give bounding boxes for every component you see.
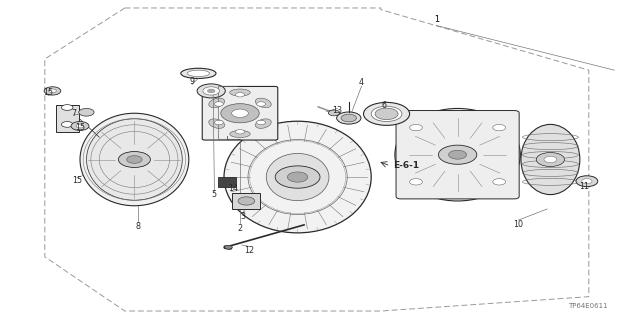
- Ellipse shape: [209, 98, 225, 108]
- Circle shape: [61, 105, 73, 110]
- Circle shape: [410, 179, 422, 185]
- Circle shape: [203, 87, 220, 95]
- FancyBboxPatch shape: [202, 86, 278, 140]
- Circle shape: [71, 122, 89, 130]
- Text: TP64E0611: TP64E0611: [568, 303, 608, 309]
- Text: 5: 5: [212, 190, 217, 199]
- Circle shape: [438, 145, 477, 164]
- Circle shape: [221, 104, 259, 123]
- Circle shape: [214, 102, 223, 106]
- Text: 15: 15: [75, 123, 85, 132]
- Ellipse shape: [188, 70, 210, 77]
- Ellipse shape: [255, 119, 271, 128]
- Circle shape: [449, 150, 467, 159]
- Ellipse shape: [364, 102, 410, 125]
- Text: 11: 11: [579, 182, 589, 191]
- Circle shape: [127, 156, 142, 163]
- Text: 15: 15: [72, 176, 82, 185]
- Circle shape: [257, 102, 266, 106]
- Circle shape: [61, 122, 73, 127]
- Circle shape: [49, 89, 56, 93]
- Circle shape: [493, 179, 506, 185]
- Text: 12: 12: [244, 246, 255, 255]
- Circle shape: [287, 172, 308, 182]
- Circle shape: [236, 93, 244, 97]
- Ellipse shape: [224, 121, 371, 233]
- Circle shape: [275, 166, 320, 188]
- Circle shape: [232, 109, 248, 117]
- Ellipse shape: [521, 124, 580, 195]
- Circle shape: [257, 120, 266, 125]
- Circle shape: [118, 152, 150, 167]
- Circle shape: [214, 120, 223, 125]
- Text: 9: 9: [189, 77, 195, 86]
- Text: 2: 2: [237, 224, 243, 233]
- Ellipse shape: [395, 108, 520, 201]
- Circle shape: [375, 108, 398, 120]
- Circle shape: [207, 89, 215, 93]
- Text: 13: 13: [332, 106, 342, 115]
- Ellipse shape: [230, 130, 250, 137]
- Text: 8: 8: [135, 222, 140, 231]
- Text: 6: 6: [381, 101, 387, 110]
- Circle shape: [225, 245, 232, 249]
- Circle shape: [576, 176, 598, 187]
- Circle shape: [341, 114, 356, 122]
- Text: E-6-1: E-6-1: [394, 161, 420, 170]
- Text: 10: 10: [513, 220, 524, 229]
- FancyBboxPatch shape: [396, 111, 519, 199]
- Ellipse shape: [209, 119, 225, 128]
- Text: 15: 15: [43, 88, 53, 97]
- Ellipse shape: [371, 106, 402, 122]
- Circle shape: [76, 124, 84, 128]
- Ellipse shape: [337, 112, 361, 124]
- Text: 1: 1: [434, 15, 439, 24]
- Bar: [218, 177, 236, 187]
- Circle shape: [197, 84, 225, 98]
- Circle shape: [79, 108, 94, 116]
- Bar: [232, 193, 260, 209]
- Ellipse shape: [86, 119, 182, 200]
- Ellipse shape: [181, 68, 216, 78]
- Circle shape: [44, 87, 61, 95]
- Text: 1: 1: [434, 15, 439, 24]
- Circle shape: [410, 124, 422, 131]
- Circle shape: [536, 152, 564, 167]
- Circle shape: [544, 156, 557, 163]
- Text: 14: 14: [228, 184, 239, 193]
- Ellipse shape: [255, 98, 271, 108]
- Text: 7: 7: [71, 109, 76, 118]
- Circle shape: [236, 130, 244, 134]
- Circle shape: [328, 110, 340, 116]
- Bar: [56, 105, 79, 132]
- Text: 4: 4: [359, 78, 364, 87]
- Circle shape: [493, 124, 506, 131]
- Ellipse shape: [266, 153, 329, 201]
- Text: 3: 3: [241, 212, 246, 221]
- Ellipse shape: [230, 89, 250, 96]
- Circle shape: [582, 179, 592, 184]
- Circle shape: [238, 197, 255, 205]
- Ellipse shape: [80, 113, 189, 206]
